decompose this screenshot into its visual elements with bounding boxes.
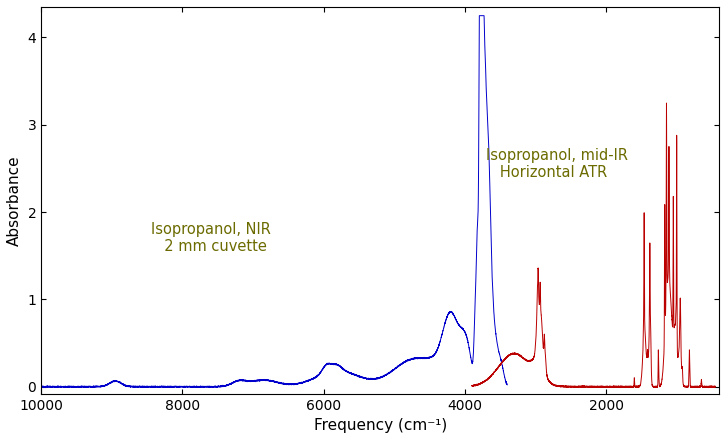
Text: Isopropanol, mid-IR
   Horizontal ATR: Isopropanol, mid-IR Horizontal ATR (486, 148, 628, 180)
X-axis label: Frequency (cm⁻¹): Frequency (cm⁻¹) (314, 418, 446, 433)
Y-axis label: Absorbance: Absorbance (7, 155, 22, 246)
Text: Isopropanol, NIR
  2 mm cuvette: Isopropanol, NIR 2 mm cuvette (151, 222, 271, 254)
